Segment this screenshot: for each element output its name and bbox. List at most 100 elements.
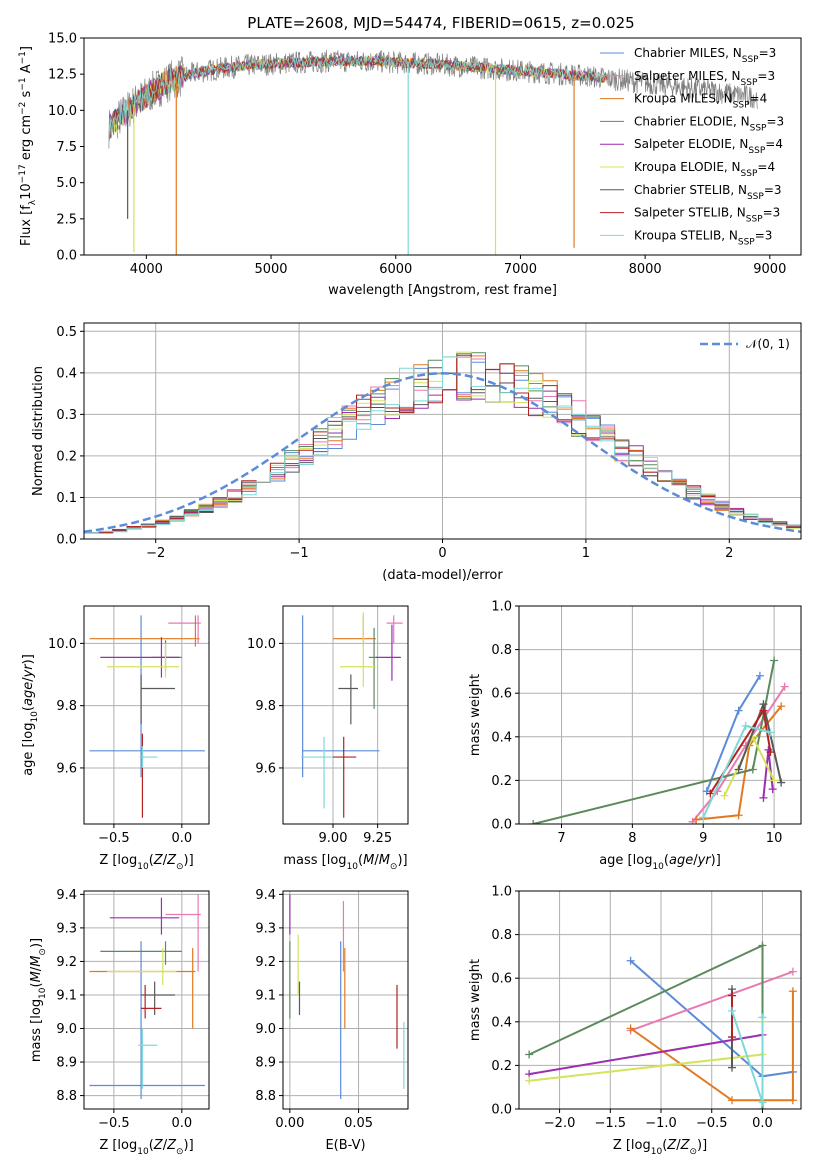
y-tick-label: 0.4 [491,1015,512,1030]
weight-marker-kroupa_miles [788,1096,797,1105]
y-tick-label: 9.0 [56,1022,77,1037]
x-tick-label: 0.0 [171,1116,192,1131]
y-tick-label: 12.5 [48,68,77,83]
axes-frame [83,37,802,256]
axes-frame [282,605,409,825]
weight-marker-chabrier_elodie [529,820,538,824]
y-tick-label: 0.2 [56,449,77,464]
y-tick-label: 9.4 [56,888,77,903]
weight-marker-chabrier_stelib [734,765,743,774]
y-tick-label: 0.6 [491,972,512,987]
y-tick-label: 0.2 [491,774,512,789]
y-tick-label: 0.0 [56,533,77,548]
y-tick-label: 0.2 [491,1059,512,1074]
weight-marker-kroupa_miles [734,811,743,820]
x-tick-label: 0.0 [171,831,192,846]
x-tick-label: 7 [557,831,565,846]
x-axis-label: Z [log10(Z/Z⊙)] [613,1138,707,1157]
legend-label-salpeter_stelib: Salpeter STELIB, NSSP=3 [634,206,780,225]
x-tick-label: 9.25 [363,831,392,846]
weight-marker-kroupa_elodie [770,776,779,785]
y-tick-label: 9.0 [255,1022,276,1037]
residuals-plot-area [84,351,801,534]
weight-marker-chabrier_miles [734,706,743,715]
x-tick-label: 5000 [254,262,287,277]
weight-marker-kroupa_miles [692,815,701,824]
y-tick-label: 8.8 [56,1089,77,1104]
y-tick-label: 0.4 [491,730,512,745]
y-tick-label: 1.0 [491,600,512,615]
weight-marker-kroupa_miles [728,1096,737,1105]
weight-marker-chabrier_miles [755,671,764,680]
y-tick-label: 8.8 [255,1089,276,1104]
y-tick-label: 9.6 [255,761,276,776]
x-tick-label: 10 [766,831,783,846]
weight-marker-kroupa_miles [788,987,797,996]
data-spectrum-line [108,49,758,149]
weight-marker-salpeter_elodie [759,793,768,802]
weight-marker-chabrier_elodie [748,765,757,774]
x-axis-label: E(B-V) [325,1138,365,1153]
histogram-salpeter_miles [84,358,801,534]
x-tick-label: 1 [582,546,590,561]
x-axis-label: Z [log10(Z/Z⊙)] [99,853,193,872]
x-tick-label: −2.0 [544,1116,576,1131]
y-axis-label: Normed distribution [31,366,46,496]
legend-label-kroupa_stelib: Kroupa STELIB, NSSP=3 [634,228,772,247]
axes-frame [83,322,802,540]
weight_vs_age-plot-area [529,656,789,824]
weight-marker-chabrier_stelib [728,1063,737,1072]
y-tick-label: 0.1 [56,491,77,506]
x-tick-label: −1 [290,546,309,561]
legend-label-chabrier_stelib: Chabrier STELIB, NSSP=3 [634,183,782,202]
weight-marker-chabrier_miles [626,956,635,965]
weight-line-salpeter_elodie [528,1033,763,1076]
y-tick-label: 1.0 [491,885,512,900]
y-tick-label: 10.0 [48,104,77,119]
weight-marker-kroupa_elodie [525,1076,534,1085]
x-tick-label: 6000 [379,262,412,277]
weight-marker-chabrier_stelib [777,778,786,787]
weight-line-salpeter_miles [630,970,794,1032]
x-tick-label: −0.5 [696,1116,728,1131]
weight-line-kroupa_elodie [528,1021,764,1082]
y-tick-label: 9.4 [255,888,276,903]
figure-title: PLATE=2608, MJD=54474, FIBERID=0615, z=0… [247,14,634,32]
y-tick-label: 0.5 [56,325,77,340]
x-tick-label: −2 [146,546,165,561]
age_vs_mass-axes: 9.00 9.25 9.6 9.8 10.0 [247,606,408,846]
weight-marker-kroupa_stelib [741,721,750,730]
histogram-kroupa_stelib [84,356,801,534]
y-tick-label: 9.2 [56,955,77,970]
spectrum-plot-area [108,49,758,255]
age_vs_Z-plot-area [89,615,205,818]
spectrum-axes: 4000 5000 6000 7000 8000 9000 0.0 2.5 5.0 7.5 10.0… [48,32,786,278]
x-tick-label: −0.5 [98,1116,130,1131]
y-tick-label: 0.4 [56,366,77,381]
weight-marker-kroupa_miles [626,1024,635,1033]
histogram-chabrier_elodie [84,352,801,534]
y-tick-label: 8.9 [56,1056,77,1071]
legend-label-chabrier_miles: Chabrier MILES, NSSP=3 [634,46,776,65]
x-tick-label: 4000 [130,262,163,277]
weight-marker-salpeter_stelib [728,991,737,1000]
axes-frame [83,890,210,1110]
weight-marker-chabrier_elodie [525,1050,534,1059]
weight-marker-salpeter_stelib [766,748,775,757]
histogram-kroupa_elodie [84,351,801,534]
y-tick-label: 0.8 [491,928,512,943]
legend-label-normal: 𝒩(0, 1) [746,337,790,351]
histogram-kroupa_miles [84,355,801,534]
x-tick-label: 9000 [753,262,786,277]
y-axis-label: mass weight [468,674,483,756]
y-tick-label: 0.0 [491,1103,512,1118]
weight-marker-kroupa_miles [777,702,786,711]
weight-marker-chabrier_elodie [758,941,767,950]
weight-marker-salpeter_elodie [768,785,777,794]
x-tick-label: 0.0 [752,1116,773,1131]
mass_vs_ebv-axes: 0.00 0.05 8.8 8.9 9.0 9.1 9.2 9.3 9.4 [255,888,408,1131]
y-tick-label: 0.3 [56,408,77,423]
x-tick-label: 8 [628,831,636,846]
mass_vs_ebv-plot-area [289,894,405,1099]
axes-frame [282,890,409,1110]
